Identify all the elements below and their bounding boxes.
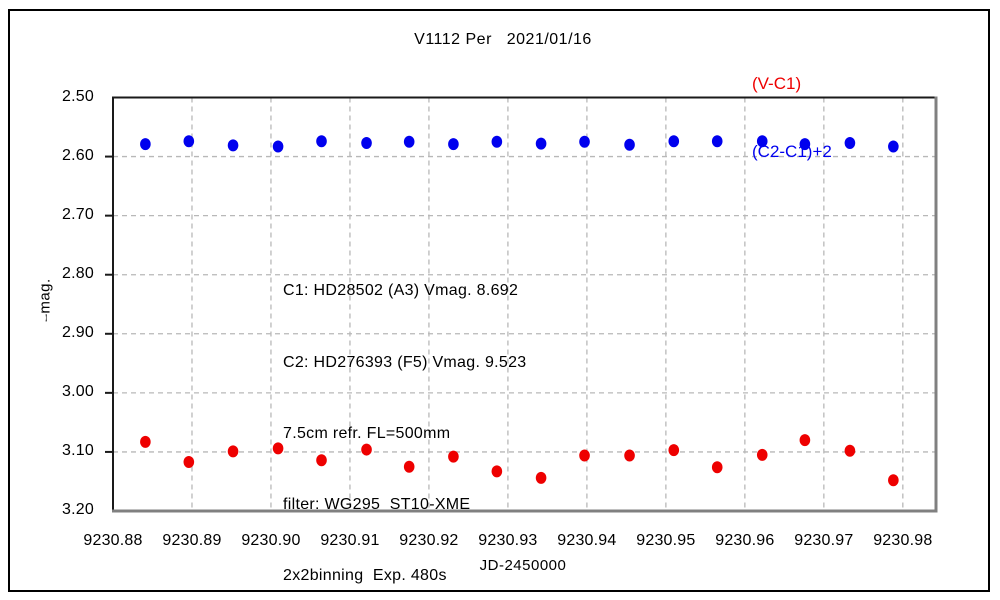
data-point-v-c1 [844,444,856,457]
data-point-v-c1 [535,471,547,484]
data-point-c2-c1 [888,140,899,153]
chart-title: V1112 Per 2021/01/16 [414,31,592,48]
data-point-v-c1 [711,461,723,474]
x-tick-label: 9230.92 [399,532,459,549]
x-tick-label: 9230.97 [794,532,854,549]
x-tick-label: 9230.89 [162,532,222,549]
data-point-v-c1 [624,449,635,462]
data-point-c2-c1 [361,136,372,149]
data-point-c2-c1 [448,138,459,151]
annotation-line-binning: 2x2binning Exp. 480s [283,566,447,584]
data-point-c2-c1 [227,139,239,152]
data-point-c2-c1 [316,135,327,148]
x-tick-label: 9230.96 [715,532,775,549]
data-point-c2-c1 [624,138,635,151]
data-point-v-c1 [668,444,680,457]
data-point-v-c1 [579,449,590,462]
data-point-c2-c1 [756,135,768,148]
y-tick-label: 2.80 [62,264,94,282]
data-point-v-c1 [361,443,372,456]
legend: (V-C1) (C2-C1)+2 [752,28,832,208]
x-tick-label: 9230.98 [873,532,933,549]
x-tick-label: 9230.88 [83,532,143,549]
data-point-c2-c1 [272,140,284,153]
data-point-v-c1 [403,460,415,473]
annotation-block: C1: HD28502 (A3) Vmag. 8.692 C2: HD27639… [283,232,527,600]
y-tick-label: 3.20 [62,501,94,518]
x-tick-label: 9230.93 [478,532,538,549]
data-point-c2-c1 [491,135,503,148]
data-point-c2-c1 [711,135,723,148]
data-point-c2-c1 [183,135,195,148]
data-point-c2-c1 [403,135,415,148]
y-tick-label: 2.50 [62,87,94,105]
data-point-c2-c1 [668,135,680,148]
annotation-line-telescope: 7.5cm refr. FL=500mm [283,424,451,442]
annotation-line-c2: C2: HD276393 (F5) Vmag. 9.523 [283,353,527,371]
y-tick-label: 2.70 [62,205,94,223]
x-tick-label: 9230.91 [320,532,380,549]
data-point-c2-c1 [140,138,151,151]
data-point-c2-c1 [844,136,856,149]
data-point-v-c1 [888,474,899,487]
data-point-v-c1 [316,454,327,467]
data-point-c2-c1 [579,135,590,148]
y-axis-title: ⧿mag. [36,278,54,322]
data-point-v-c1 [183,455,195,468]
data-point-v-c1 [448,450,459,463]
data-point-v-c1 [140,435,151,448]
annotation-line-c1: C1: HD28502 (A3) Vmag. 8.692 [283,282,519,300]
data-point-v-c1 [491,465,503,478]
y-tick-label: 2.60 [62,146,94,164]
data-point-v-c1 [227,445,239,458]
legend-item-c2-c1: (C2-C1)+2 [752,141,832,161]
x-tick-label: 9230.95 [636,532,696,549]
data-point-c2-c1 [535,137,547,150]
x-tick-label: 9230.90 [241,532,301,549]
y-tick-label: 3.10 [62,441,94,459]
data-point-v-c1 [272,442,284,455]
annotation-line-filter: filter: WG295 ST10-XME [283,495,471,513]
x-tick-label: 9230.94 [557,532,617,549]
legend-item-v-c1: (V-C1) [752,74,802,93]
y-tick-label: 3.00 [62,382,94,400]
x-axis-title: JD-2450000 [479,557,567,574]
y-tick-label: 2.90 [62,323,94,341]
data-point-c2-c1 [799,138,811,151]
data-point-v-c1 [756,448,768,461]
data-point-v-c1 [799,434,811,447]
